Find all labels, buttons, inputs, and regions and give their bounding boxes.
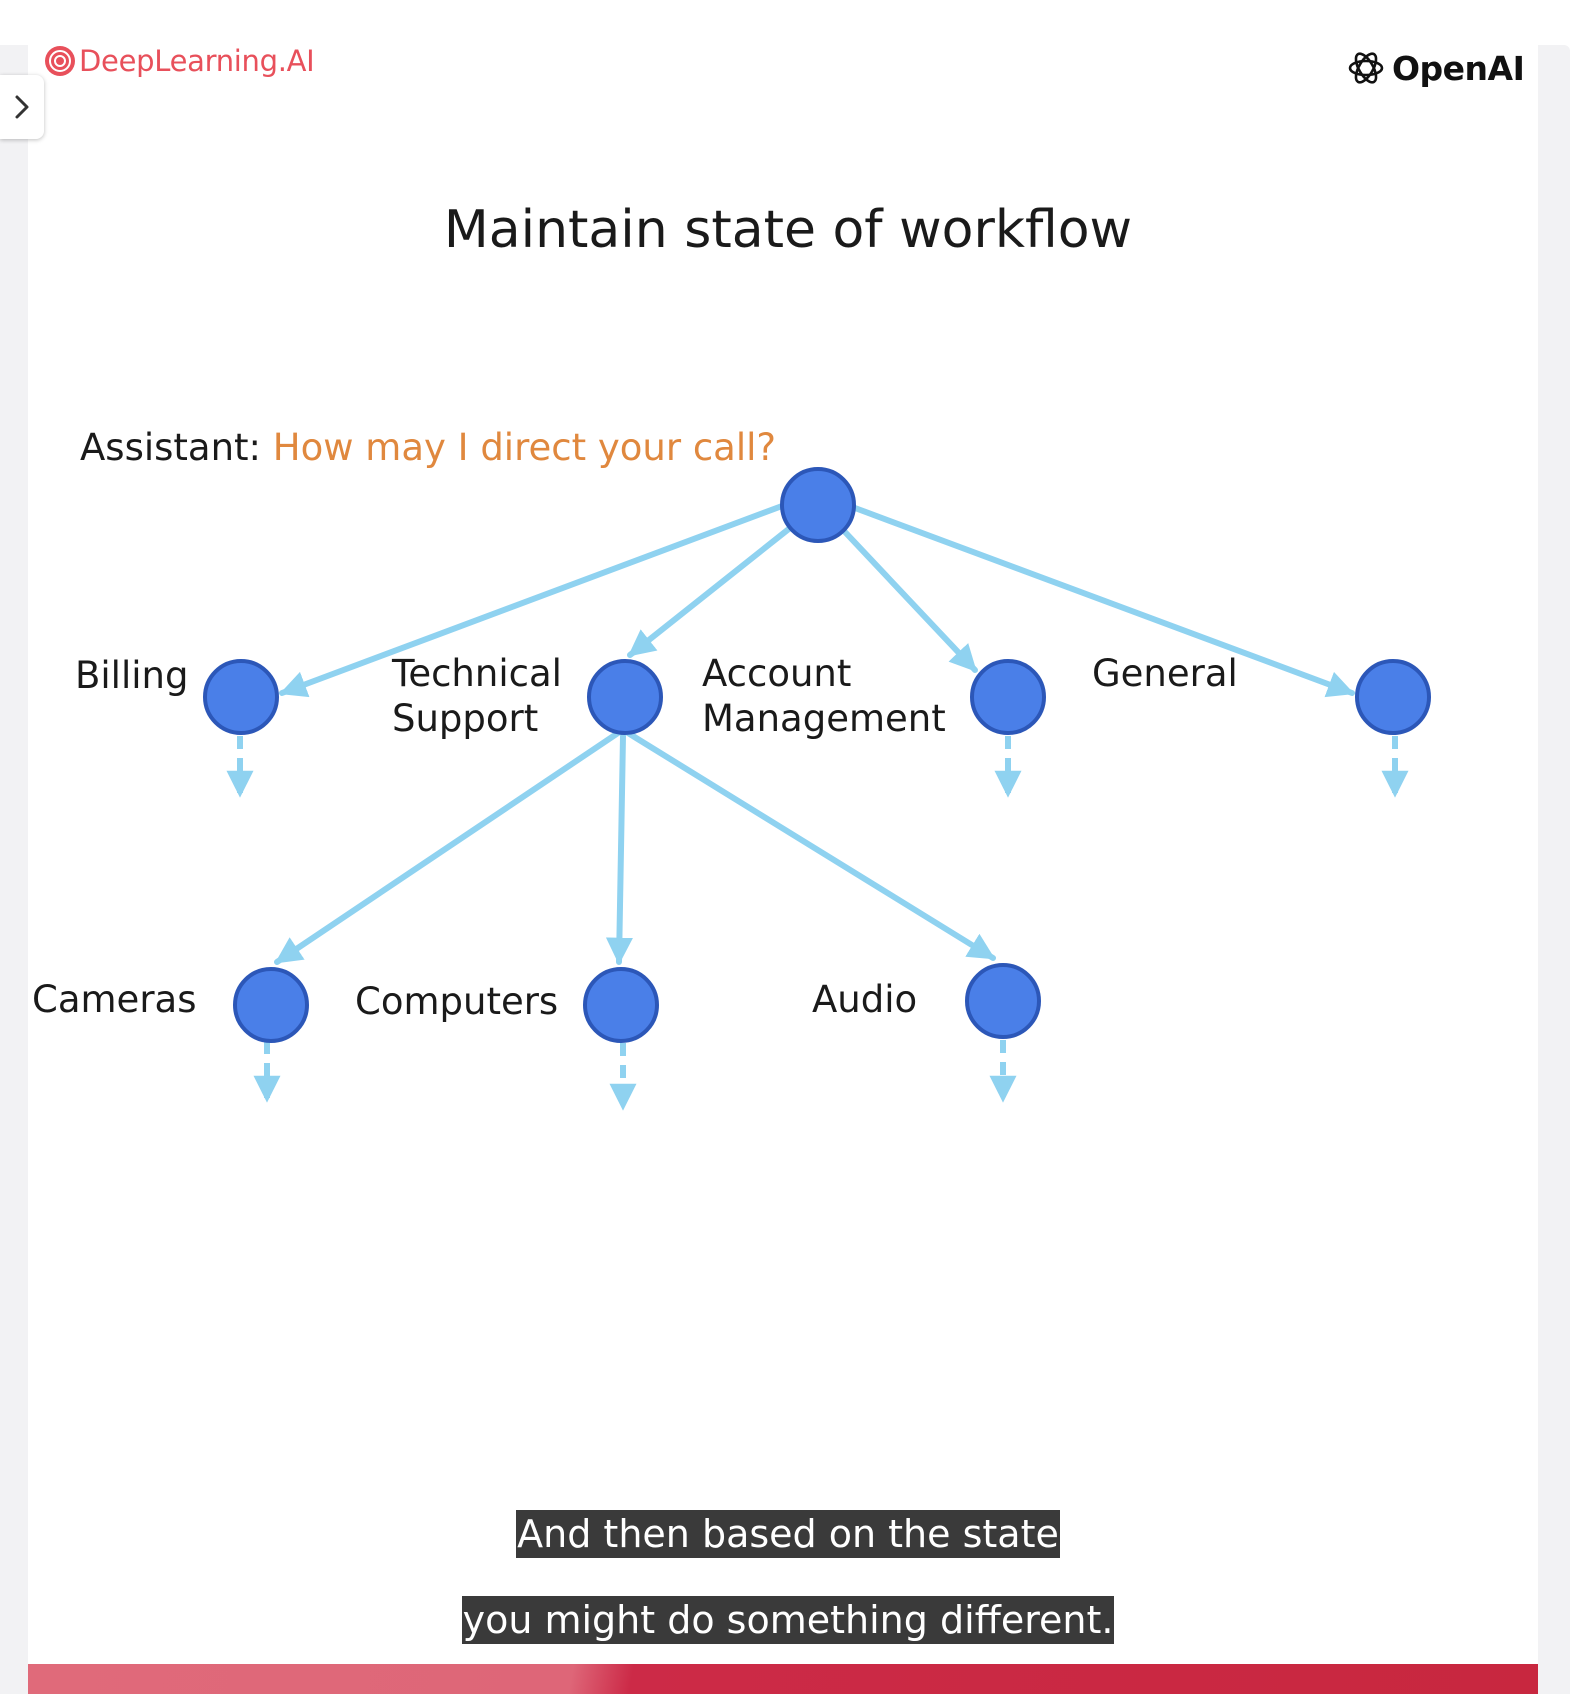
node-billing: [203, 659, 279, 735]
deeplearning-logo-text: DeepLearning.AI: [79, 44, 315, 78]
edge-support-computers: [605, 733, 633, 965]
edge-root-technical-support: [627, 525, 793, 658]
edge-support-cameras: [274, 730, 621, 965]
slide-footer-bar: [28, 1664, 1538, 1694]
openai-logo: OpenAI: [1346, 48, 1525, 88]
subtitle-text-1: And then based on the state: [516, 1510, 1060, 1558]
left-frame-gutter: [0, 45, 28, 1694]
node-cameras: [233, 967, 309, 1043]
node-technical-support: [587, 659, 663, 735]
deeplearning-logo: DeepLearning.AI: [44, 44, 315, 78]
subtitle-line-2: you might do something different.: [0, 1596, 1576, 1644]
edge-root-general: [852, 505, 1355, 698]
openai-logo-text: OpenAI: [1392, 48, 1525, 88]
openai-logo-icon: [1348, 52, 1384, 84]
label-account-management-line2: Management: [702, 697, 946, 740]
edge-root-billing: [279, 500, 793, 698]
label-cameras: Cameras: [32, 978, 196, 1021]
node-root: [780, 467, 856, 543]
assistant-speaker: Assistant:: [80, 426, 262, 469]
deeplearning-logo-icon: [45, 46, 75, 76]
expand-sidebar-button[interactable]: [0, 75, 44, 139]
edge-support-audio: [625, 730, 996, 961]
subtitle-line-1: And then based on the state: [0, 1510, 1576, 1558]
assistant-question: How may I direct your call?: [272, 426, 777, 469]
assistant-prompt: Assistant: How may I direct your call?: [80, 426, 776, 469]
label-technical-support-line2: Support: [392, 697, 538, 740]
label-audio: Audio: [812, 978, 917, 1021]
chevron-right-icon: [15, 95, 29, 119]
node-general: [1355, 659, 1431, 735]
node-computers: [583, 967, 659, 1043]
label-technical-support-line1: Technical: [391, 652, 562, 695]
edge-root-account-management: [842, 529, 978, 673]
video-slide: [28, 45, 1538, 1665]
label-computers: Computers: [355, 980, 558, 1023]
subtitle-text-2: you might do something different.: [461, 1596, 1115, 1644]
right-frame-gutter: [1538, 45, 1570, 1694]
node-account-management: [970, 659, 1046, 735]
label-billing: Billing: [75, 654, 188, 697]
label-general: General: [1092, 652, 1238, 695]
node-audio: [965, 963, 1041, 1039]
label-account-management-line1: Account: [702, 652, 851, 695]
slide-title: Maintain state of workflow: [443, 200, 1133, 260]
